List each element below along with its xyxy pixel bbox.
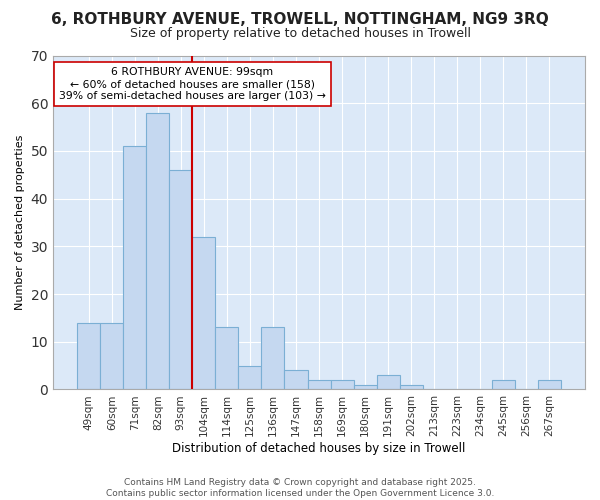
Y-axis label: Number of detached properties: Number of detached properties [15, 135, 25, 310]
Text: 6, ROTHBURY AVENUE, TROWELL, NOTTINGHAM, NG9 3RQ: 6, ROTHBURY AVENUE, TROWELL, NOTTINGHAM,… [51, 12, 549, 28]
Bar [169, 170, 193, 390]
Text: 6 ROTHBURY AVENUE: 99sqm
← 60% of detached houses are smaller (158)
39% of semi-: 6 ROTHBURY AVENUE: 99sqm ← 60% of detach… [59, 68, 326, 100]
Bar [100, 322, 123, 390]
Bar [284, 370, 308, 390]
Bar [123, 146, 146, 390]
Bar [492, 380, 515, 390]
Text: Size of property relative to detached houses in Trowell: Size of property relative to detached ho… [130, 28, 470, 40]
Bar [331, 380, 353, 390]
Bar [215, 328, 238, 390]
Bar [193, 237, 215, 390]
X-axis label: Distribution of detached houses by size in Trowell: Distribution of detached houses by size … [172, 442, 466, 455]
Bar [377, 375, 400, 390]
Bar [353, 384, 377, 390]
Text: Contains HM Land Registry data © Crown copyright and database right 2025.
Contai: Contains HM Land Registry data © Crown c… [106, 478, 494, 498]
Bar [262, 328, 284, 390]
Bar [146, 113, 169, 390]
Bar [77, 322, 100, 390]
Bar [400, 384, 422, 390]
Bar [538, 380, 561, 390]
Bar [238, 366, 262, 390]
Bar [308, 380, 331, 390]
